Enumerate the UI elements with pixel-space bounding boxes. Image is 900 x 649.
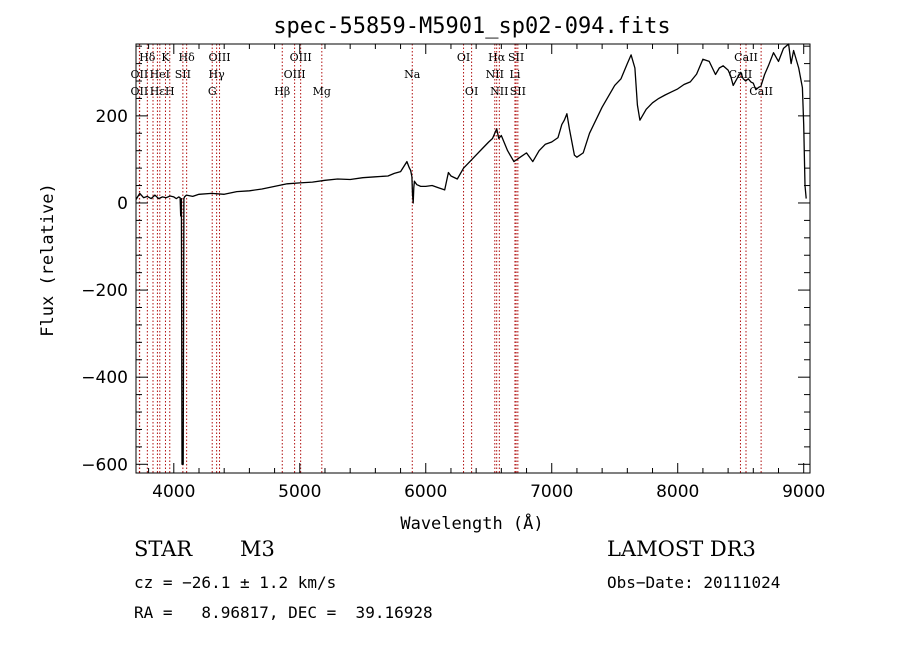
line-id-label: HeI xyxy=(150,68,170,81)
axis-ticks xyxy=(136,44,810,473)
line-id-label: Hα xyxy=(488,51,506,64)
x-tick-label: 5000 xyxy=(278,482,321,502)
line-id-label: CaII xyxy=(749,85,773,98)
spectrum-line xyxy=(135,43,807,465)
line-id-label: Li xyxy=(510,68,521,81)
line-id-label: Hβ xyxy=(274,85,290,98)
x-axis-label: Wavelength (Å) xyxy=(400,512,543,534)
y-tick-labels: −600 −400 −200 0 200 xyxy=(81,107,128,475)
line-id-label: OIII xyxy=(290,51,312,64)
x-tick-label: 7000 xyxy=(530,482,573,502)
y-tick-label: −400 xyxy=(81,368,128,388)
line-id-label: Hδ xyxy=(139,51,156,64)
line-id-label: SII xyxy=(508,51,524,64)
line-id-label: OII xyxy=(131,85,149,98)
line-id-label: G xyxy=(208,85,217,98)
survey-name: LAMOST DR3 xyxy=(607,537,756,561)
line-id-label: NII xyxy=(490,85,508,98)
line-id-label: CaII xyxy=(734,51,758,64)
line-id-label: Hδ xyxy=(179,51,196,64)
y-tick-label: −600 xyxy=(81,455,128,475)
x-tick-label: 4000 xyxy=(152,482,195,502)
line-id-label: CaII xyxy=(729,68,753,81)
line-id-label: OI xyxy=(465,85,478,98)
x-tick-label: 8000 xyxy=(656,482,699,502)
line-id-label: Hγ xyxy=(209,68,226,81)
y-tick-label: 0 xyxy=(117,194,128,214)
velocity-text: cz = −26.1 ± 1.2 km/s xyxy=(134,573,337,592)
line-id-label: OIII xyxy=(208,51,230,64)
object-class: STAR xyxy=(134,537,193,561)
line-id-label: Hε xyxy=(150,85,166,98)
line-id-label: SII xyxy=(175,68,191,81)
coordinates-text: RA = 8.96817, DEC = 39.16928 xyxy=(134,603,433,622)
y-tick-label: −200 xyxy=(81,281,128,301)
y-tick-label: 200 xyxy=(96,107,128,127)
object-subclass: M3 xyxy=(240,537,275,561)
line-markers xyxy=(138,44,762,473)
line-id-label: Na xyxy=(404,68,421,81)
chart-title: spec-55859-M5901_sp02-094.fits xyxy=(273,14,670,39)
obs-date-text: Obs−Date: 20111024 xyxy=(607,573,781,592)
y-axis-label: Flux (relative) xyxy=(38,183,58,337)
line-id-label: H xyxy=(165,85,175,98)
line-id-label: OI xyxy=(457,51,470,64)
line-id-label: SII xyxy=(510,85,526,98)
x-tick-label: 6000 xyxy=(404,482,447,502)
line-id-label: OII xyxy=(131,68,149,81)
line-id-label: NII xyxy=(486,68,504,81)
x-tick-labels: 4000 5000 6000 7000 8000 9000 xyxy=(152,482,825,502)
line-id-label: Mg xyxy=(313,85,331,98)
plot-frame xyxy=(135,43,811,474)
line-id-label: OIII xyxy=(284,68,306,81)
line-id-label: K xyxy=(161,51,170,64)
x-tick-label: 9000 xyxy=(782,482,825,502)
